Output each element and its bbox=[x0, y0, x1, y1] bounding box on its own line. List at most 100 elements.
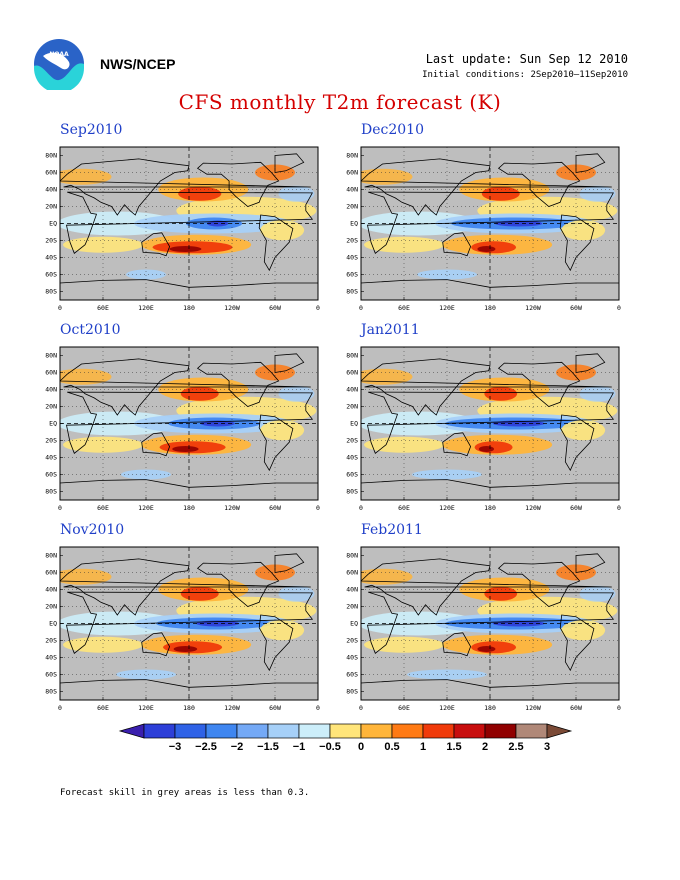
lat-label: 80N bbox=[45, 552, 57, 560]
lat-label: 60N bbox=[45, 369, 57, 377]
lat-label: 40N bbox=[45, 186, 57, 194]
lat-label: 80N bbox=[45, 352, 57, 360]
lat-label: 80N bbox=[346, 352, 358, 360]
lon-label: 0 bbox=[316, 504, 320, 512]
panel-title: Sep2010 bbox=[60, 122, 123, 138]
lon-label: 0 bbox=[316, 704, 320, 712]
initial-conditions: Initial conditions: 2Sep2010–11Sep2010 bbox=[422, 70, 628, 80]
lon-label: 60E bbox=[398, 304, 410, 312]
colorbar-low-triangle bbox=[118, 723, 145, 739]
lat-label: 40N bbox=[45, 586, 57, 594]
lat-label: 20S bbox=[45, 637, 57, 645]
colorbar-box bbox=[422, 723, 455, 739]
lon-label: 120E bbox=[138, 304, 154, 312]
lat-label: 60S bbox=[45, 271, 57, 279]
lat-label: 40S bbox=[45, 454, 57, 462]
svg-text:NOAA: NOAA bbox=[49, 51, 69, 58]
lon-label: 0 bbox=[359, 504, 363, 512]
lon-label: 120E bbox=[138, 704, 154, 712]
lat-label: 40S bbox=[45, 254, 57, 262]
lat-label: EQ bbox=[350, 620, 358, 628]
colorbar-box bbox=[329, 723, 362, 739]
colorbar-label: 2.5 bbox=[508, 741, 523, 753]
lon-label: 120W bbox=[224, 304, 240, 312]
colorbar-box bbox=[236, 723, 269, 739]
colorbar-label: −1.5 bbox=[257, 741, 279, 753]
lon-label: 180 bbox=[183, 504, 195, 512]
lat-label: 80S bbox=[45, 288, 57, 296]
lat-label: 40N bbox=[346, 386, 358, 394]
lon-label: 60E bbox=[398, 504, 410, 512]
lat-label: 20S bbox=[346, 637, 358, 645]
lon-label: 0 bbox=[359, 304, 363, 312]
lat-label: 40N bbox=[346, 186, 358, 194]
colorbar-box bbox=[515, 723, 548, 739]
lon-label: 180 bbox=[484, 504, 496, 512]
lon-label: 0 bbox=[58, 504, 62, 512]
colorbar-label: −2 bbox=[231, 741, 244, 753]
lon-label: 120E bbox=[439, 504, 455, 512]
lon-label: 60W bbox=[570, 504, 582, 512]
lat-label: 40S bbox=[346, 254, 358, 262]
lat-label: 80S bbox=[346, 288, 358, 296]
lon-label: 60W bbox=[269, 704, 281, 712]
lon-label: 60E bbox=[398, 704, 410, 712]
lat-label: 20N bbox=[45, 603, 57, 611]
lat-label: EQ bbox=[49, 620, 57, 628]
lat-label: 40N bbox=[346, 586, 358, 594]
lon-label: 180 bbox=[183, 704, 195, 712]
panel-title: Feb2011 bbox=[361, 522, 423, 538]
lon-label: 0 bbox=[617, 304, 621, 312]
colorbar-label: 3 bbox=[544, 741, 550, 753]
lon-label: 0 bbox=[58, 304, 62, 312]
lat-label: 40N bbox=[45, 386, 57, 394]
lon-label: 120W bbox=[224, 504, 240, 512]
colorbar-box bbox=[484, 723, 517, 739]
colorbar-label: 2 bbox=[482, 741, 488, 753]
lat-label: 20S bbox=[45, 437, 57, 445]
lon-label: 120E bbox=[138, 504, 154, 512]
lat-label: 40S bbox=[45, 654, 57, 662]
lat-label: EQ bbox=[49, 420, 57, 428]
lon-label: 120E bbox=[439, 704, 455, 712]
lat-label: 20S bbox=[346, 437, 358, 445]
lon-label: 60W bbox=[269, 304, 281, 312]
lat-label: 20N bbox=[346, 603, 358, 611]
lat-label: 60N bbox=[45, 569, 57, 577]
lon-label: 0 bbox=[58, 704, 62, 712]
noaa-logo-icon: NOAA bbox=[34, 39, 84, 90]
colorbar-high-triangle bbox=[546, 723, 573, 739]
lat-label: 60N bbox=[346, 569, 358, 577]
colorbar-label: −1 bbox=[293, 741, 306, 753]
lon-label: 120W bbox=[224, 704, 240, 712]
lat-label: 80S bbox=[346, 488, 358, 496]
lat-label: 20N bbox=[45, 403, 57, 411]
org-name: NWS/NCEP bbox=[100, 56, 176, 72]
lat-label: 60S bbox=[45, 471, 57, 479]
colorbar-label: −0.5 bbox=[319, 741, 341, 753]
lat-label: 80N bbox=[45, 152, 57, 160]
lat-label: 60N bbox=[346, 369, 358, 377]
lon-label: 180 bbox=[484, 704, 496, 712]
lon-label: 180 bbox=[484, 304, 496, 312]
lat-label: 20S bbox=[45, 237, 57, 245]
lat-label: 60S bbox=[45, 671, 57, 679]
colorbar: −3 −2.5 −2 −1.5 −1 −0.5 0 0.5 1 1.5 2 2.5 3 bbox=[118, 723, 573, 753]
lat-label: 20N bbox=[45, 203, 57, 211]
lon-label: 0 bbox=[359, 704, 363, 712]
lat-label: 80S bbox=[45, 688, 57, 696]
colorbar-label: 1 bbox=[420, 741, 426, 753]
lon-label: 60W bbox=[269, 504, 281, 512]
lat-label: 60S bbox=[346, 671, 358, 679]
panel-title: Jan2011 bbox=[361, 322, 420, 338]
lat-label: 80N bbox=[346, 552, 358, 560]
lat-label: 60N bbox=[45, 169, 57, 177]
lon-label: 0 bbox=[617, 504, 621, 512]
colorbar-label: 0 bbox=[358, 741, 364, 753]
lat-label: EQ bbox=[49, 220, 57, 228]
lon-label: 180 bbox=[183, 304, 195, 312]
